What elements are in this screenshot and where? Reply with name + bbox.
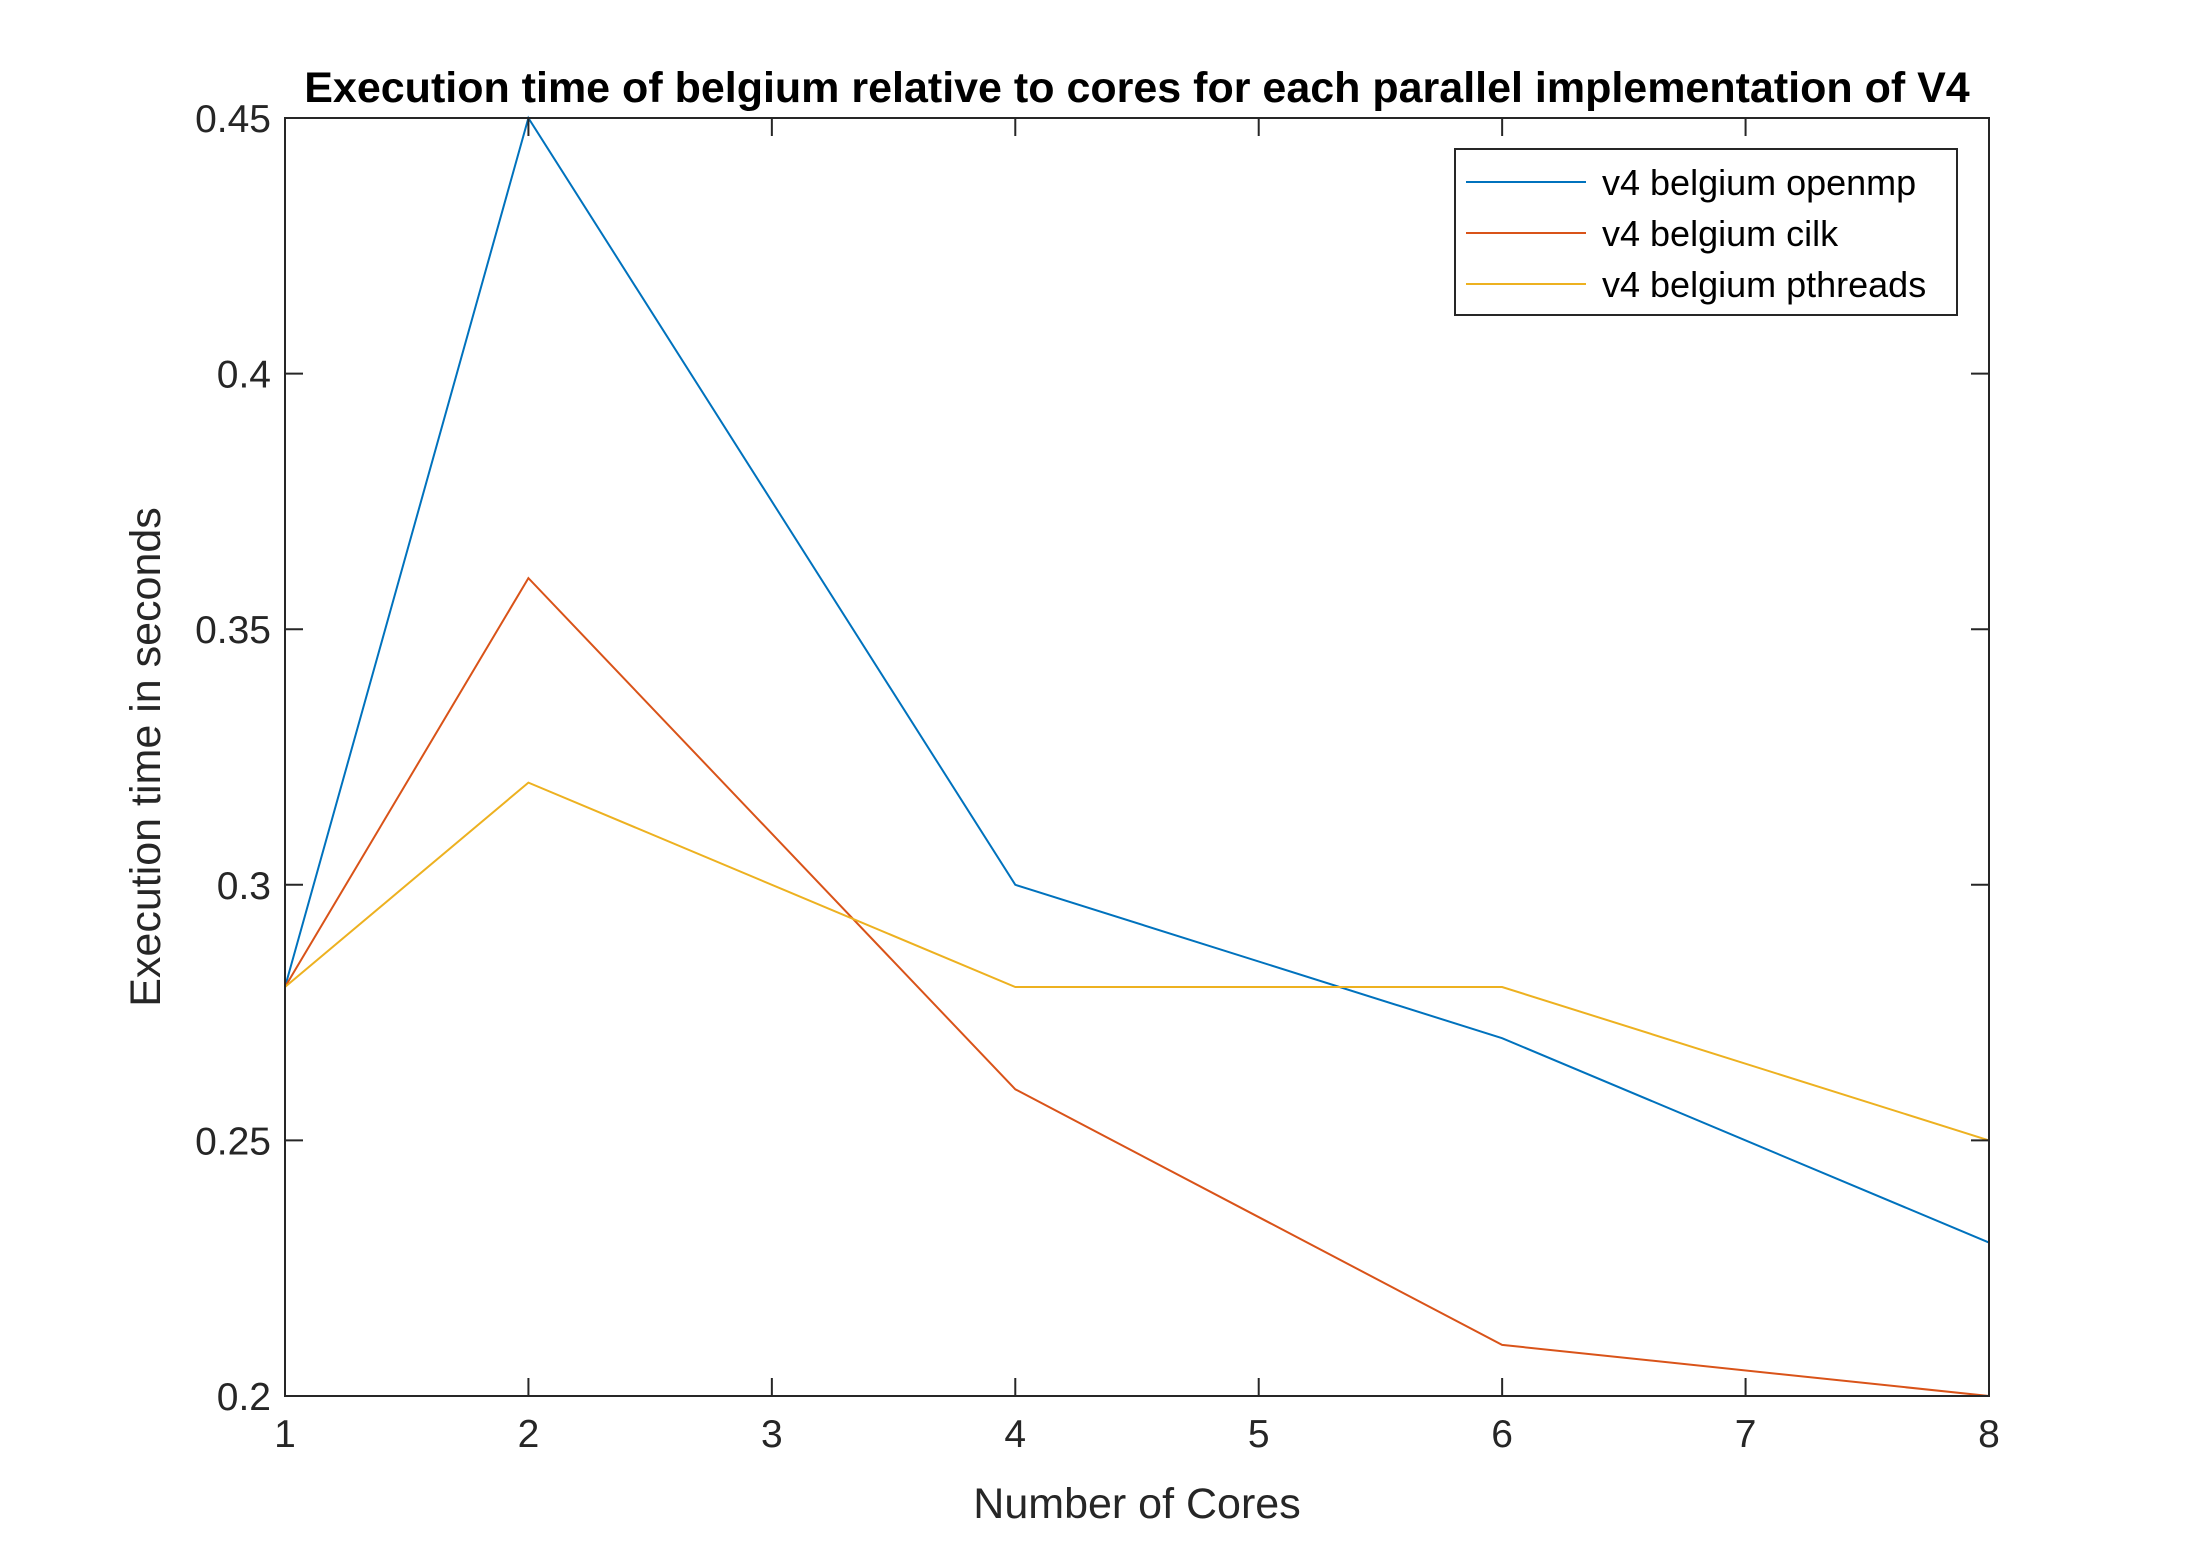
- series-layer: [284, 115, 1990, 1397]
- legend-label: v4 belgium openmp: [1602, 162, 1916, 203]
- chart-title: Execution time of belgium relative to co…: [304, 64, 1970, 112]
- y-tick-label: 0.2: [217, 1376, 271, 1419]
- x-tick-label: 1: [274, 1413, 296, 1456]
- x-axis-label: Number of Cores: [973, 1480, 1300, 1528]
- x-tick-label: 6: [1491, 1413, 1513, 1456]
- plot-area: [285, 118, 1989, 1396]
- y-tick-label: 0.45: [195, 98, 271, 141]
- series-line-2: [284, 576, 1990, 1397]
- axes-box: [284, 117, 1990, 1397]
- y-tick-label: 0.25: [195, 1120, 271, 1163]
- y-tick-label: 0.3: [217, 865, 271, 908]
- x-tick-label: 3: [761, 1413, 783, 1456]
- y-tick-label: 0.35: [195, 609, 271, 652]
- series-line-1: [284, 115, 1990, 1244]
- y-axis-label: Execution time in seconds: [122, 507, 170, 1007]
- y-tick-label: 0.4: [217, 354, 271, 397]
- legend-label: v4 belgium pthreads: [1602, 264, 1926, 305]
- legend-label: v4 belgium cilk: [1602, 213, 1839, 254]
- x-tick-label: 8: [1978, 1413, 2000, 1456]
- x-tick-label: 2: [518, 1413, 540, 1456]
- x-tick-label: 4: [1004, 1413, 1026, 1456]
- legend: v4 belgium openmp v4 belgium cilk v4 belgi…: [1454, 148, 1958, 316]
- series-line-3: [284, 781, 1990, 1142]
- x-tick-label: 5: [1248, 1413, 1270, 1456]
- x-tick-label: 7: [1735, 1413, 1757, 1456]
- tick-layer: 1 2 3 4 5 6 7 8 0.2 0.25 0.3 0.35 0.4 0.45: [195, 98, 2000, 1456]
